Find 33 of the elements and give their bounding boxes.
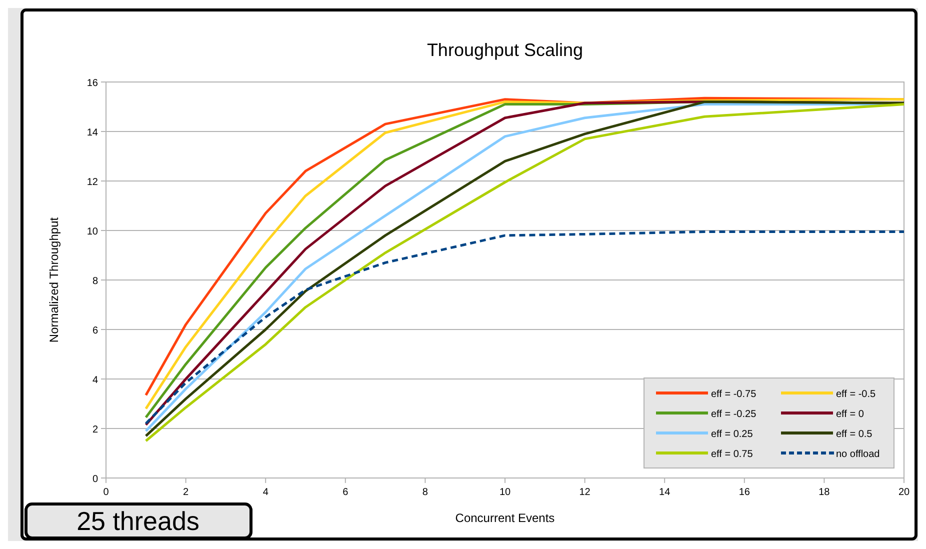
y-tick-label: 12 bbox=[86, 177, 98, 188]
x-tick-label: 6 bbox=[342, 487, 349, 498]
y-tick-label: 6 bbox=[92, 326, 98, 336]
chart-title: Throughput Scaling bbox=[426, 40, 584, 60]
legend-label: eff = 0.5 bbox=[836, 429, 873, 440]
y-axis-title: Normalized Throughput bbox=[47, 216, 61, 343]
y-tick-label: 14 bbox=[86, 128, 98, 138]
legend-label: eff = -0.5 bbox=[836, 389, 876, 400]
x-tick-label: 8 bbox=[422, 487, 428, 498]
legend-label: eff = -0.25 bbox=[711, 409, 757, 420]
x-tick-label: 2 bbox=[183, 487, 190, 498]
legend-label: eff = 0.25 bbox=[711, 429, 754, 440]
x-tick-label: 20 bbox=[898, 487, 910, 498]
y-tick-label: 0 bbox=[92, 474, 98, 485]
x-tick-label: 10 bbox=[499, 487, 511, 498]
x-tick-label: 14 bbox=[659, 487, 671, 498]
x-axis-title: Concurrent Events bbox=[455, 511, 555, 525]
y-tick-label: 10 bbox=[86, 226, 98, 238]
legend-label: eff = -0.75 bbox=[711, 389, 757, 400]
legend-label: eff = 0 bbox=[836, 409, 864, 420]
legend-label: no offload bbox=[836, 449, 880, 460]
x-tick-label: 18 bbox=[818, 487, 830, 498]
y-tick-label: 2 bbox=[92, 424, 98, 436]
y-tick-label: 16 bbox=[86, 78, 98, 89]
line-series bbox=[144, 230, 906, 425]
x-tick-label: 0 bbox=[103, 487, 110, 498]
y-tick-label: 8 bbox=[92, 276, 98, 287]
x-tick-label: 4 bbox=[262, 487, 269, 498]
legend-label: eff = 0.75 bbox=[711, 449, 754, 460]
y-tick-label: 4 bbox=[92, 375, 98, 386]
x-tick-label: 12 bbox=[579, 487, 591, 498]
x-tick-label: 16 bbox=[738, 487, 750, 498]
text: 25 threads bbox=[76, 506, 200, 536]
